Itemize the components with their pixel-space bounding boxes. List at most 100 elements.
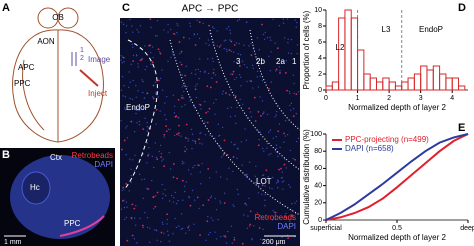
cell-dot	[201, 162, 203, 165]
cell-dot	[131, 203, 134, 206]
cell-dot	[212, 102, 215, 104]
cell-dot	[135, 109, 138, 111]
cell-dot	[272, 18, 274, 21]
cell-dot	[224, 39, 227, 41]
cell-dot	[264, 204, 266, 207]
cell-dot	[160, 231, 163, 234]
cell-dot	[196, 19, 198, 22]
legend-label: DAPI (n=658)	[345, 144, 394, 153]
cell-dot	[258, 138, 260, 141]
cell-dot	[161, 183, 163, 186]
cell-dot	[126, 239, 129, 242]
cell-dot	[226, 28, 228, 30]
cell-dot	[184, 137, 187, 139]
cell-dot	[166, 218, 168, 221]
cell-dot	[167, 128, 170, 130]
cell-dot	[138, 173, 141, 176]
cell-dot	[122, 23, 125, 25]
cell-dot	[291, 209, 293, 211]
cell-dot	[214, 137, 216, 139]
panel-c-image	[120, 18, 300, 246]
cell-dot	[245, 139, 248, 141]
cell-dot	[223, 47, 225, 50]
cell-dot	[270, 153, 272, 155]
cell-dot	[261, 113, 264, 115]
cell-dot	[135, 54, 138, 56]
cell-dot	[253, 225, 255, 227]
cell-dot	[195, 96, 198, 99]
cell-dot	[243, 44, 245, 47]
cell-dot	[168, 200, 171, 202]
cell-dot	[219, 200, 221, 202]
cell-dot	[123, 84, 125, 87]
cell-dot	[157, 79, 160, 82]
label: APC	[18, 63, 35, 72]
cell-dot	[172, 163, 175, 165]
cell-dot	[239, 98, 241, 100]
cell-dot	[193, 105, 195, 108]
cell-dot	[159, 52, 162, 55]
label: EndoP	[126, 103, 150, 112]
cell-dot	[245, 21, 248, 24]
cell-dot	[136, 242, 138, 244]
x-tick-label: superficial	[310, 225, 342, 232]
cell-dot	[275, 70, 277, 72]
cell-dot	[120, 120, 122, 122]
cell-dot	[138, 109, 141, 112]
cell-dot	[193, 223, 195, 225]
cell-dot	[222, 154, 225, 156]
cell-dot	[181, 86, 183, 88]
cell-dot	[146, 216, 149, 219]
cell-dot	[121, 148, 123, 151]
cell-dot	[219, 176, 222, 178]
cell-dot	[214, 231, 216, 233]
cell-dot	[285, 167, 287, 169]
histogram-bar	[350, 17, 359, 91]
cell-dot	[247, 215, 249, 217]
cell-dot	[170, 194, 173, 197]
cell-dot	[199, 58, 201, 60]
cell-dot	[150, 26, 152, 29]
cell-dot	[266, 113, 269, 116]
cell-dot	[130, 120, 133, 123]
cell-dot	[215, 238, 218, 240]
cell-dot	[260, 62, 263, 65]
cell-dot	[215, 98, 217, 101]
cell-dot	[193, 164, 196, 167]
cell-dot	[206, 85, 209, 88]
cell-dot	[230, 73, 232, 75]
cell-dot	[161, 89, 164, 91]
cell-dot	[254, 175, 257, 178]
cell-dot	[293, 92, 295, 94]
cell-dot	[291, 214, 294, 217]
label: Retrobeads	[72, 151, 113, 160]
cell-dot	[168, 151, 170, 154]
cell-dot	[236, 188, 239, 191]
cell-dot	[221, 93, 224, 95]
cell-dot	[249, 223, 252, 226]
cell-dot	[228, 49, 231, 51]
cell-dot	[185, 181, 188, 183]
cell-dot	[170, 56, 172, 59]
cell-dot	[132, 31, 134, 33]
cell-dot	[277, 155, 279, 158]
cell-dot	[254, 120, 257, 122]
cell-dot	[156, 191, 159, 194]
cell-dot	[169, 128, 171, 131]
cell-dot	[241, 164, 243, 166]
histogram-bar	[325, 85, 333, 91]
cell-dot	[190, 128, 193, 131]
cell-dot	[215, 171, 218, 173]
cell-dot	[200, 132, 202, 134]
cell-dot	[204, 133, 207, 136]
cell-dot	[182, 36, 185, 39]
cell-dot	[205, 111, 207, 114]
cell-dot	[199, 234, 201, 236]
cell-dot	[215, 208, 218, 211]
cell-dot	[264, 31, 266, 34]
cell-dot	[297, 137, 300, 140]
cell-dot	[181, 95, 183, 97]
cell-dot	[152, 208, 155, 210]
cell-dot	[157, 96, 159, 98]
cell-dot	[122, 56, 125, 59]
